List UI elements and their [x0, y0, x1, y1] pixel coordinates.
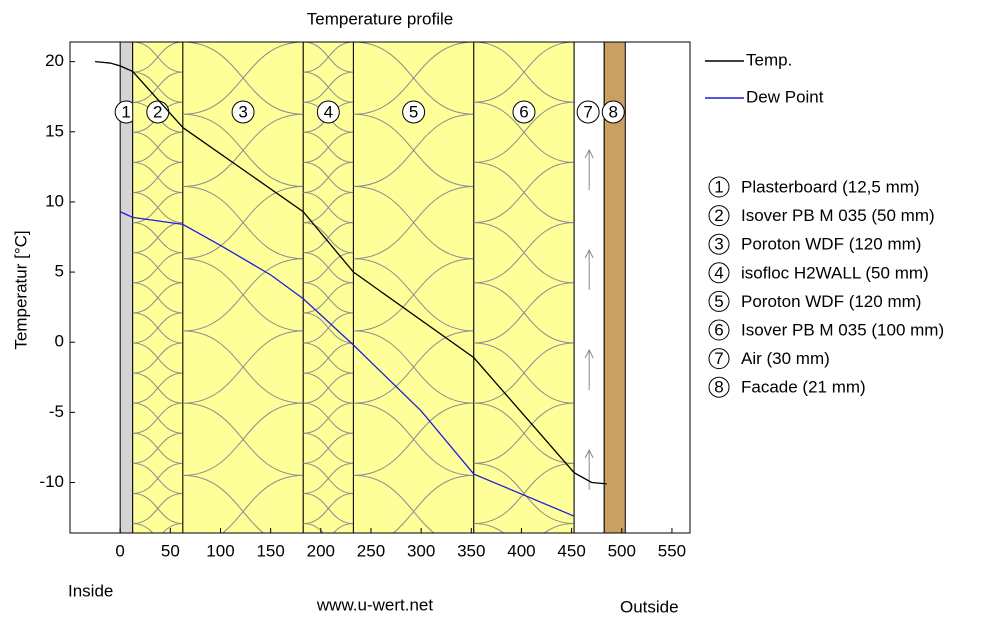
layer-number: 5: [409, 102, 418, 121]
y-tick-label: 15: [45, 121, 64, 140]
chart-title: Temperature profile: [307, 9, 453, 28]
y-tick-label: 5: [55, 262, 64, 281]
layer-number: 2: [153, 102, 162, 121]
legend-label: Plasterboard (12,5 mm): [741, 177, 920, 196]
footer: www.u-wert.net: [316, 595, 433, 614]
x-tick-label: 0: [115, 541, 124, 560]
legend-number: 7: [714, 349, 723, 368]
layer-number: 6: [519, 102, 528, 121]
y-tick-label: 10: [45, 191, 64, 210]
y-axis-label: Temperatur [°C]: [11, 230, 30, 349]
layer-number: 1: [121, 102, 130, 121]
x-tick-label: 500: [608, 541, 636, 560]
legend-label: Dew Point: [746, 87, 824, 106]
layer-number: 8: [609, 102, 618, 121]
x-tick-label: 350: [457, 541, 485, 560]
legend-label: Facade (21 mm): [741, 378, 866, 397]
legend-label: Isover PB M 035 (100 mm): [741, 320, 944, 339]
legend-label: Temp.: [746, 50, 792, 69]
y-tick-label: 0: [55, 332, 64, 351]
x-tick-label: 300: [407, 541, 435, 560]
legend-label: isofloc H2WALL (50 mm): [741, 263, 929, 282]
outside-label: Outside: [620, 597, 679, 616]
x-tick-label: 200: [307, 541, 335, 560]
x-tick-label: 150: [256, 541, 284, 560]
legend-number: 8: [714, 378, 723, 397]
legend-label: Isover PB M 035 (50 mm): [741, 206, 935, 225]
legend-number: 2: [714, 206, 723, 225]
x-tick-label: 50: [161, 541, 180, 560]
x-tick-label: 100: [206, 541, 234, 560]
legend-number: 1: [714, 177, 723, 196]
legend-number: 4: [714, 263, 723, 282]
x-tick-label: 400: [507, 541, 535, 560]
x-tick-label: 550: [658, 541, 686, 560]
legend-label: Poroton WDF (120 mm): [741, 292, 921, 311]
chart: Temperature profile Temperatur [°C] Insi…: [0, 0, 1003, 618]
legend-label: Poroton WDF (120 mm): [741, 235, 921, 254]
y-tick-label: 20: [45, 51, 64, 70]
legend-label: Air (30 mm): [741, 349, 830, 368]
legend-number: 6: [714, 320, 723, 339]
y-tick-label: -10: [39, 472, 64, 491]
legend-number: 5: [714, 292, 723, 311]
layer-number: 3: [238, 102, 247, 121]
layer-number: 4: [324, 102, 333, 121]
inside-label: Inside: [68, 581, 113, 600]
y-tick-label: -5: [49, 402, 64, 421]
x-tick-label: 250: [357, 541, 385, 560]
layer-number: 7: [583, 102, 592, 121]
legend-number: 3: [714, 235, 723, 254]
x-tick-label: 450: [557, 541, 585, 560]
